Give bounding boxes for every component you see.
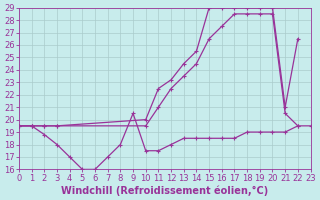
X-axis label: Windchill (Refroidissement éolien,°C): Windchill (Refroidissement éolien,°C) [61, 185, 268, 196]
